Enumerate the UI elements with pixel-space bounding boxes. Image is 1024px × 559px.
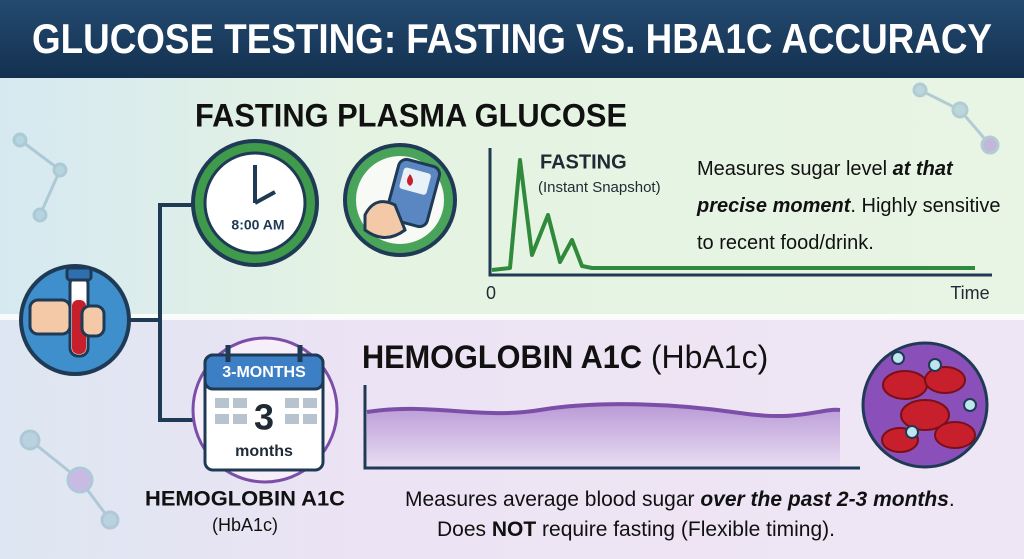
blood-tube-icon xyxy=(19,264,131,376)
text: Measures sugar level xyxy=(697,158,893,180)
connector xyxy=(130,203,205,422)
text-segment: level xyxy=(846,158,893,180)
description: Measures sugar level at that precise mom… xyxy=(696,158,1006,254)
title: GLUCOSE TESTING: FASTING VS. HBA1C ACCUR… xyxy=(32,15,992,62)
text-segment: that xyxy=(916,158,958,180)
fasting-panel xyxy=(0,78,1024,318)
section-heading: FASTING PLASMA GLUCOSE xyxy=(195,97,627,133)
hba1c-chart xyxy=(363,385,860,470)
side-abbr: (HbA1c) xyxy=(212,515,278,535)
divider xyxy=(0,314,1024,320)
text: . Highly sensitive to recent food/drink. xyxy=(697,195,1006,254)
header-bar xyxy=(0,0,1024,78)
text: . xyxy=(949,488,955,511)
text-segment: . xyxy=(850,195,861,217)
text-segment: food/drink. xyxy=(780,232,873,254)
text-segment: to xyxy=(697,232,719,254)
text: Does xyxy=(437,518,492,541)
calendar-icon xyxy=(191,336,339,484)
axis xyxy=(363,385,860,470)
heading: HEMOGLOBIN A1C xyxy=(362,339,642,375)
emphasis: at that precise moment xyxy=(696,158,958,217)
text-segment: sensitive xyxy=(923,195,1006,217)
average-line xyxy=(366,402,841,419)
clock-time: 8:00 AM xyxy=(231,217,284,233)
text: require fasting (Flexible timing). xyxy=(536,518,835,541)
text-segment: Measures xyxy=(697,158,790,180)
description: Measures average blood sugar over the pa… xyxy=(405,488,961,541)
section-heading: HEMOGLOBIN A1C (HbA1c) xyxy=(362,339,768,375)
text-segment: precise xyxy=(696,195,773,217)
strong: NOT xyxy=(492,518,537,541)
calendar-number: 3 xyxy=(254,397,274,438)
average-area xyxy=(367,404,840,468)
text: Measures average blood sugar xyxy=(405,488,700,511)
red-cells-icon xyxy=(861,341,989,469)
text-segment: Highly xyxy=(862,195,923,217)
text-segment: moment xyxy=(773,195,852,217)
calendar-unit: months xyxy=(235,443,293,460)
text-segment: sugar xyxy=(790,158,846,180)
axis-origin: 0 xyxy=(486,283,496,303)
heading-abbr: (HbA1c) xyxy=(642,339,768,375)
calendar-header: 3-MONTHS xyxy=(222,364,306,381)
side-label: HEMOGLOBIN A1C xyxy=(145,488,345,511)
glucometer-icon xyxy=(343,143,457,257)
fasting-chart xyxy=(488,148,992,277)
text-segment: at xyxy=(893,158,916,180)
axis xyxy=(488,148,992,277)
glucose-line xyxy=(491,158,975,272)
axis-label: Time xyxy=(950,283,989,303)
clock-icon xyxy=(191,139,319,267)
chart-label: FASTING xyxy=(540,151,627,173)
text-segment: recent xyxy=(719,232,780,254)
emphasis: over the past 2-3 months xyxy=(700,488,949,511)
molecule-decor xyxy=(12,82,1000,530)
chart-sublabel: (Instant Snapshot) xyxy=(538,179,661,196)
